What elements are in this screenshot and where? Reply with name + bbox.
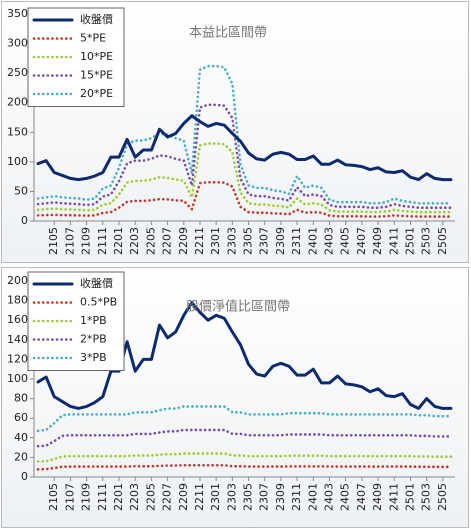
x-tick-label: 2201 xyxy=(112,483,125,511)
x-tick-label: 2501 xyxy=(403,227,416,255)
x-tick-label: 2311 xyxy=(290,227,303,255)
y-tick-label: 40 xyxy=(14,431,28,444)
x-tick-label: 2203 xyxy=(128,483,141,511)
x-tick-label: 2205 xyxy=(144,227,157,255)
x-tick-label: 2309 xyxy=(274,227,287,255)
legend-label: 3*PB xyxy=(80,351,107,364)
series-line xyxy=(36,405,453,433)
x-tick-label: 2111 xyxy=(96,227,109,255)
x-tick-label: 2201 xyxy=(112,227,125,255)
legend-label: 5*PE xyxy=(80,32,106,45)
x-tick-label: 2107 xyxy=(63,483,76,511)
x-tick-label: 2501 xyxy=(403,483,416,511)
x-tick-label: 2503 xyxy=(420,227,433,255)
x-tick-label: 2107 xyxy=(63,227,76,255)
legend-label: 1*PB xyxy=(80,314,107,327)
y-tick-label: 60 xyxy=(14,411,28,424)
x-tick-label: 2409 xyxy=(371,483,384,511)
series-line xyxy=(36,114,453,182)
x-tick-label: 2405 xyxy=(339,483,352,511)
legend-label: 15*PE xyxy=(80,69,113,82)
series-line xyxy=(36,64,453,205)
x-tick-label: 2311 xyxy=(290,483,303,511)
series-line xyxy=(36,452,453,463)
y-tick-label: 0 xyxy=(21,214,28,227)
x-tick-label: 2307 xyxy=(258,483,271,511)
legend-label: 20*PE xyxy=(80,87,113,100)
x-tick-label: 2409 xyxy=(371,227,384,255)
x-tick-label: 2303 xyxy=(225,483,238,511)
x-tick-label: 2411 xyxy=(387,483,400,511)
x-tick-label: 2403 xyxy=(323,227,336,255)
y-tick-label: 80 xyxy=(14,392,28,405)
x-tick-label: 2205 xyxy=(144,483,157,511)
series-line xyxy=(36,428,453,448)
x-tick-label: 2211 xyxy=(193,227,206,255)
legend-label: 10*PE xyxy=(80,50,113,63)
chart-title: 股價淨值比區間帶 xyxy=(186,299,290,315)
x-tick-label: 2401 xyxy=(306,483,319,511)
y-tick-label: 150 xyxy=(7,125,28,138)
series-line xyxy=(36,142,453,214)
y-tick-label: 50 xyxy=(14,184,28,197)
legend-label: 2*PB xyxy=(80,333,107,346)
x-tick-label: 2505 xyxy=(436,227,449,255)
y-tick-label: 0 xyxy=(21,470,28,483)
series-line xyxy=(36,463,453,471)
x-tick-label: 2309 xyxy=(274,483,287,511)
x-tick-label: 2307 xyxy=(258,227,271,255)
x-tick-label: 2405 xyxy=(339,227,352,255)
y-tick-label: 200 xyxy=(7,274,28,287)
x-tick-label: 2303 xyxy=(225,227,238,255)
legend-label: 收盤價 xyxy=(80,12,113,26)
x-tick-label: 2207 xyxy=(161,483,174,511)
y-tick-label: 250 xyxy=(7,66,28,79)
x-tick-label: 2105 xyxy=(47,227,60,255)
x-tick-label: 2111 xyxy=(96,483,109,511)
series-line xyxy=(36,180,453,218)
x-tick-label: 2301 xyxy=(209,227,222,255)
y-tick-label: 20 xyxy=(14,450,28,463)
y-tick-label: 350 xyxy=(7,7,28,20)
y-tick-label: 180 xyxy=(7,294,28,307)
y-tick-label: 100 xyxy=(7,372,28,385)
x-tick-label: 2503 xyxy=(420,483,433,511)
x-tick-label: 2105 xyxy=(47,483,60,511)
y-tick-label: 140 xyxy=(7,333,28,346)
x-tick-label: 2505 xyxy=(436,483,449,511)
legend-label: 收盤價 xyxy=(80,276,113,290)
x-tick-label: 2109 xyxy=(80,483,93,511)
x-tick-label: 2207 xyxy=(161,227,174,255)
x-tick-label: 2301 xyxy=(209,483,222,511)
x-tick-label: 2407 xyxy=(355,227,368,255)
x-tick-label: 2411 xyxy=(387,227,400,255)
y-tick-label: 100 xyxy=(7,155,28,168)
chart-title: 本益比區間帶 xyxy=(189,26,267,41)
x-tick-label: 2305 xyxy=(242,483,255,511)
x-tick-label: 2305 xyxy=(242,227,255,255)
y-tick-label: 300 xyxy=(7,37,28,50)
x-tick-label: 2203 xyxy=(128,227,141,255)
x-tick-label: 2407 xyxy=(355,483,368,511)
series-line xyxy=(36,103,453,209)
y-tick-label: 160 xyxy=(7,313,28,326)
x-tick-label: 2401 xyxy=(306,227,319,255)
x-tick-label: 2109 xyxy=(80,227,93,255)
series-line xyxy=(36,301,453,410)
x-tick-label: 2403 xyxy=(323,483,336,511)
x-tick-label: 2211 xyxy=(193,483,206,511)
y-tick-label: 120 xyxy=(7,352,28,365)
legend-label: 0.5*PB xyxy=(80,296,117,309)
y-tick-label: 200 xyxy=(7,96,28,109)
x-tick-label: 2209 xyxy=(177,227,190,255)
x-tick-label: 2209 xyxy=(177,483,190,511)
